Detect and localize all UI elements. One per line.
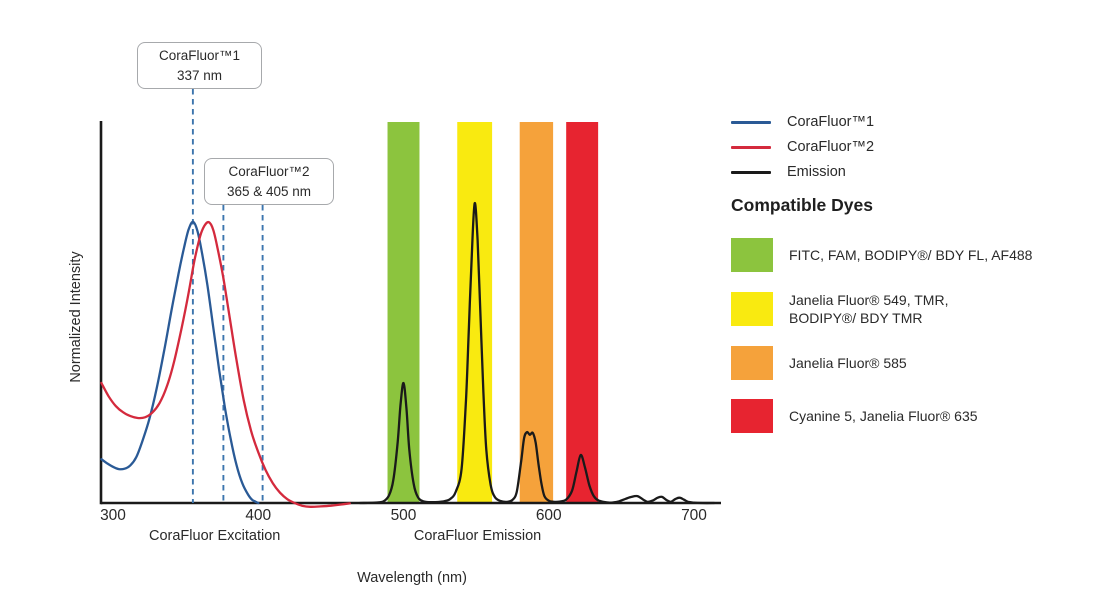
series-legend: CoraFluor™1 CoraFluor™2 Emission [731, 112, 1103, 182]
dye-item-label: Janelia Fluor® 549, TMR, BODIPY®/ BDY TMR [789, 292, 949, 327]
dye-item-label: Janelia Fluor® 585 [789, 355, 907, 372]
x-tick-label: 700 [681, 507, 707, 524]
legend-line-swatch [731, 120, 771, 124]
callout-corafluor1-wavelength: 337 nm [176, 67, 223, 83]
compatible-dyes-list: FITC, FAM, BODIPY®/ BDY FL, AF488 Janelia… [731, 238, 1103, 434]
green-filter-band [387, 122, 420, 503]
dye-color-swatch [731, 292, 773, 327]
legend-item: Emission [731, 162, 1103, 182]
axis-section-label: CoraFluor Excitation [148, 528, 281, 544]
axis-section-label: CoraFluor Emission [413, 528, 542, 544]
callout-corafluor2-wavelength: 365 & 405 nm [226, 183, 312, 199]
legend-item: CoraFluor™1 [731, 112, 1103, 132]
dye-item-label: FITC, FAM, BODIPY®/ BDY FL, AF488 [789, 246, 1033, 263]
legend-item-label: Emission [787, 164, 846, 180]
orange-filter-band [519, 122, 554, 503]
legend-panel: CoraFluor™1 CoraFluor™2 Emission Compatibl… [731, 112, 1103, 452]
dye-item: Cyanine 5, Janelia Fluor® 635 [731, 399, 1103, 434]
callout-corafluor2: CoraFluor™2 365 & 405 nm [204, 158, 334, 206]
y-axis-title: Normalized Intensity [68, 251, 84, 383]
callout-corafluor2-name: CoraFluor™2 [228, 164, 310, 179]
callout-corafluor1-name: CoraFluor™1 [158, 48, 241, 63]
x-axis-title: Wavelength (nm) [357, 570, 467, 586]
x-tick-label: 500 [390, 507, 417, 524]
dye-color-swatch [731, 399, 773, 434]
legend-item-label: CoraFluor™2 [787, 139, 875, 155]
dye-item: Janelia Fluor® 549, TMR, BODIPY®/ BDY TMR [731, 291, 1103, 327]
dye-color-swatch [731, 238, 773, 272]
legend-line-swatch [731, 170, 771, 174]
dye-item: Janelia Fluor® 585 [731, 346, 1103, 381]
legend-item-label: CoraFluor™1 [787, 114, 875, 130]
series-curve-2 [100, 220, 351, 508]
dye-color-swatch [731, 346, 773, 381]
series-curve-1 [100, 220, 260, 505]
compatible-dyes-title: Compatible Dyes [731, 195, 873, 215]
x-tick-label: 600 [535, 507, 562, 524]
series-curve-3 [358, 202, 716, 505]
dye-item-label: Cyanine 5, Janelia Fluor® 635 [789, 408, 978, 425]
legend-line-swatch [731, 145, 771, 149]
legend-item: CoraFluor™2 [731, 137, 1103, 157]
callout-corafluor1: CoraFluor™1 337 nm [137, 42, 262, 90]
red-filter-band [566, 122, 599, 503]
x-tick-label: 300 [100, 507, 126, 524]
x-tick-label: 400 [245, 507, 272, 524]
dye-item: FITC, FAM, BODIPY®/ BDY FL, AF488 [731, 238, 1103, 272]
